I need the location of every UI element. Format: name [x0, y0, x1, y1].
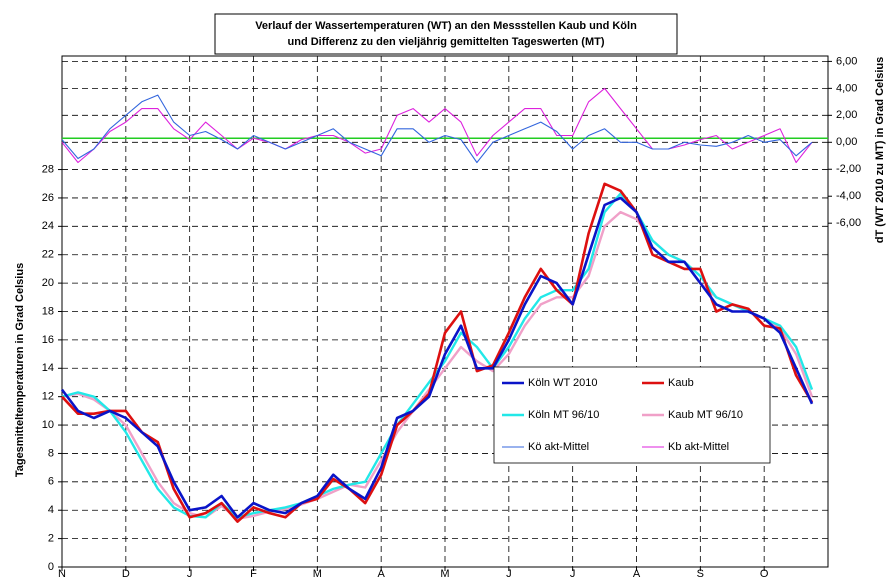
y2-tick-label: 4,00: [836, 82, 857, 94]
data-line: [61, 87, 813, 164]
y-tick-label: 14: [42, 362, 54, 374]
title-box: [214, 13, 678, 55]
legend-label: Kö akt-Mittel: [528, 441, 589, 453]
data-line: [61, 94, 813, 164]
x-tick-label: M: [440, 568, 449, 580]
data-line: [60, 196, 814, 519]
y2-tick-label: 2,00: [836, 109, 857, 121]
y-tick-label: 22: [42, 249, 54, 261]
y2-tick-label: -6,00: [836, 217, 861, 229]
x-tick-label: J: [187, 568, 193, 580]
legend-label: Kaub: [668, 377, 694, 389]
legend-label: Köln MT 96/10: [528, 409, 599, 421]
y2-tick-label: 6,00: [836, 55, 857, 67]
x-tick-label: O: [760, 568, 769, 580]
y-tick-label: 8: [48, 447, 54, 459]
x-tick-label: D: [122, 568, 130, 580]
y-tick-label: 6: [48, 476, 54, 488]
y-tick-label: 2: [48, 533, 54, 545]
y-tick-label: 28: [42, 163, 54, 175]
y-tick-label: 10: [42, 419, 54, 431]
chart-title: und Differenz zu den vieljährig gemittel…: [288, 36, 605, 48]
legend-box: [493, 366, 771, 464]
y2-tick-label: -4,00: [836, 190, 861, 202]
y-tick-label: 4: [48, 504, 54, 516]
x-tick-label: M: [313, 568, 322, 580]
legend-label: Kaub MT 96/10: [668, 409, 743, 421]
x-tick-label: N: [58, 568, 66, 580]
y-tick-label: 20: [42, 277, 54, 289]
y-tick-label: 26: [42, 192, 54, 204]
legend-label: Köln WT 2010: [528, 377, 598, 389]
y-tick-label: 0: [48, 561, 54, 573]
x-tick-label: J: [506, 568, 512, 580]
x-tick-label: A: [633, 568, 641, 580]
y-tick-label: 18: [42, 305, 54, 317]
y-tick-label: 12: [42, 391, 54, 403]
y-tick-label: 24: [42, 220, 54, 232]
y2-tick-label: -2,00: [836, 163, 861, 175]
data-line: [61, 182, 814, 523]
y-axis-title: Tagesmitteltemperaturen in Grad Celsius: [14, 263, 26, 477]
x-tick-label: A: [377, 568, 385, 580]
legend-label: Kb akt-Mittel: [668, 441, 729, 453]
x-tick-label: J: [570, 568, 576, 580]
y-tick-label: 16: [42, 334, 54, 346]
x-tick-label: S: [697, 568, 704, 580]
chart-title: Verlauf der Wassertemperaturen (WT) an d…: [255, 20, 637, 32]
y2-axis-title: dT (WT 2010 zu MT) in Grad Celsius: [874, 57, 886, 243]
y2-tick-label: 0,00: [836, 136, 857, 148]
x-tick-label: F: [250, 568, 257, 580]
